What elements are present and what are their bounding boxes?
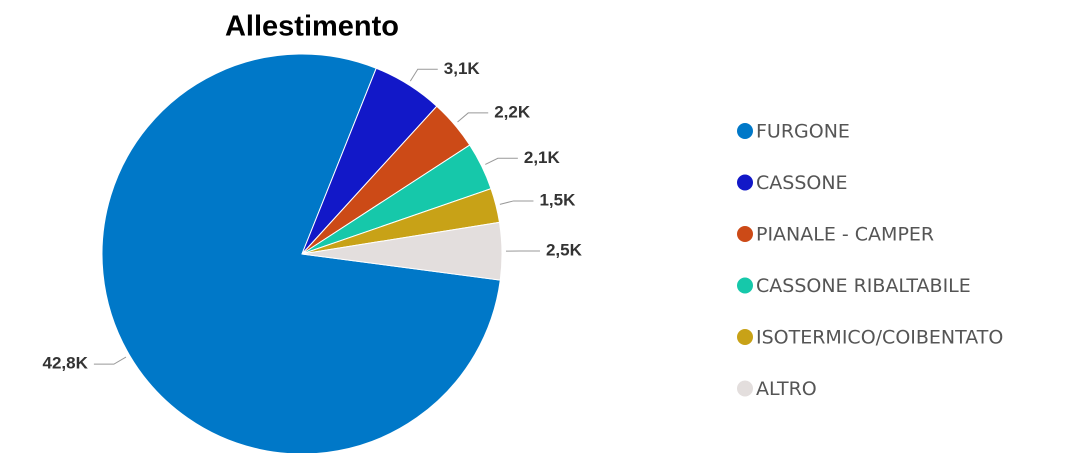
legend-label: ISOTERMICO/COIBENTATO xyxy=(756,327,1003,349)
legend-label: CASSONE RIBALTABILE xyxy=(756,275,971,297)
legend-label: FURGONE xyxy=(756,121,850,143)
data-label: 2,1K xyxy=(524,148,561,167)
data-label: 2,5K xyxy=(546,240,583,259)
legend-marker xyxy=(737,123,753,139)
data-label: 42,8K xyxy=(43,354,89,373)
leader-line xyxy=(93,356,127,365)
leader-line xyxy=(485,157,518,165)
legend-label: ALTRO xyxy=(756,378,817,400)
leader-line xyxy=(409,68,438,82)
pie-slice xyxy=(101,53,501,453)
leader-line xyxy=(457,112,489,123)
pie-slice xyxy=(301,221,503,281)
legend-marker xyxy=(737,380,753,397)
chart-title: Allestimento xyxy=(225,11,399,43)
legend-marker xyxy=(737,226,753,242)
legend-marker xyxy=(737,277,753,294)
legend-marker xyxy=(737,329,753,345)
legend-label: CASSONE xyxy=(756,172,848,194)
data-label: 3,1K xyxy=(444,59,481,78)
leader-line xyxy=(499,200,534,205)
legend-marker xyxy=(737,174,753,191)
data-label: 1,5K xyxy=(539,190,576,209)
legend-label: PIANALE - CAMPER xyxy=(756,224,934,246)
data-label: 2,2K xyxy=(494,102,531,121)
